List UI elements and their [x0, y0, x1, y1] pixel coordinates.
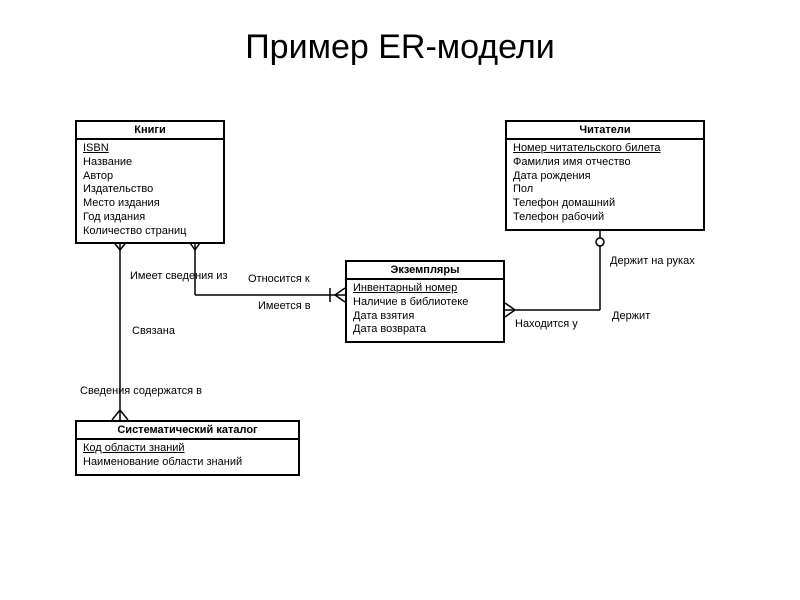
attr: Дата взятия	[353, 310, 497, 324]
attr-key: ISBN	[83, 142, 217, 156]
entity-readers-title: Читатели	[507, 122, 703, 140]
label-linked: Связана	[132, 325, 175, 337]
attr: Издательство	[83, 183, 217, 197]
attr: Наименование области знаний	[83, 456, 292, 470]
attr: Дата возврата	[353, 323, 497, 337]
label-holds: Держит	[612, 310, 650, 322]
attr: Автор	[83, 170, 217, 184]
label-exists-in: Имеется в	[258, 300, 311, 312]
attr: Год издания	[83, 211, 217, 225]
label-located-at: Находится у	[515, 318, 578, 330]
attr-key: Номер читательского билета	[513, 142, 697, 156]
entity-books: Книги ISBN Название Автор Издательство М…	[75, 120, 225, 244]
attr-key: Код области знаний	[83, 442, 292, 456]
entity-readers-body: Номер читательского билета Фамилия имя о…	[507, 140, 703, 229]
entity-catalog-body: Код области знаний Наименование области …	[77, 440, 298, 474]
entity-copies: Экземпляры Инвентарный номер Наличие в б…	[345, 260, 505, 343]
label-info-in: Сведения содержатся в	[80, 385, 202, 397]
er-diagram: Книги ISBN Название Автор Издательство М…	[0, 100, 800, 600]
attr: Дата рождения	[513, 170, 697, 184]
entity-catalog: Систематический каталог Код области знан…	[75, 420, 300, 476]
entity-readers: Читатели Номер читательского билета Фами…	[505, 120, 705, 231]
attr: Пол	[513, 183, 697, 197]
label-has-info-from: Имеет сведения из	[130, 270, 228, 282]
attr: Наличие в библиотеке	[353, 296, 497, 310]
label-holds-on-hands: Держит на руках	[610, 255, 695, 267]
entity-books-body: ISBN Название Автор Издательство Место и…	[77, 140, 223, 242]
page-title: Пример ER-модели	[0, 28, 800, 67]
attr: Телефон рабочий	[513, 211, 697, 225]
entity-copies-body: Инвентарный номер Наличие в библиотеке Д…	[347, 280, 503, 341]
attr: Место издания	[83, 197, 217, 211]
attr: Телефон домашний	[513, 197, 697, 211]
label-relates-to: Относится к	[248, 273, 310, 285]
entity-copies-title: Экземпляры	[347, 262, 503, 280]
attr: Количество страниц	[83, 225, 217, 239]
entity-books-title: Книги	[77, 122, 223, 140]
attr: Название	[83, 156, 217, 170]
attr-key: Инвентарный номер	[353, 282, 497, 296]
attr: Фамилия имя отчество	[513, 156, 697, 170]
entity-catalog-title: Систематический каталог	[77, 422, 298, 440]
